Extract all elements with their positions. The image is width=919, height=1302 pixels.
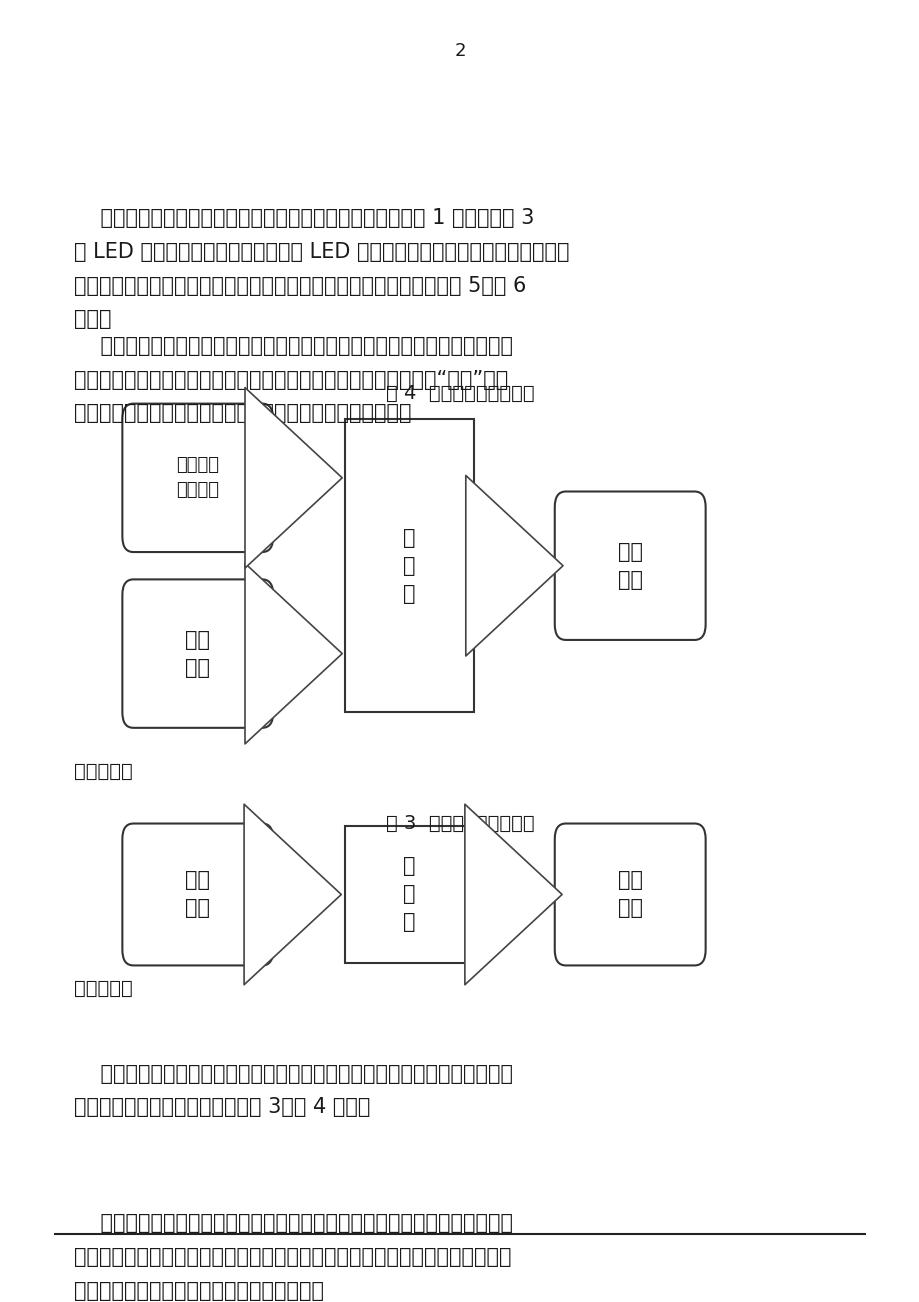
FancyBboxPatch shape — [554, 492, 705, 641]
Text: 发射部分：: 发射部分： — [74, 979, 132, 999]
Text: 控制方式
选择开关: 控制方式 选择开关 — [176, 456, 219, 500]
Bar — [345, 827, 473, 963]
Text: 接收部分：: 接收部分： — [74, 762, 132, 781]
FancyBboxPatch shape — [122, 823, 273, 966]
Text: 方案二：红外线发射和接收控制电路均采用单片机来实现，输出控制方式可
选择，实用性强。电路方案图如图 3、图 4 所示。: 方案二：红外线发射和接收控制电路均采用单片机来实现，输出控制方式可 选择，实用性… — [74, 1064, 512, 1117]
Text: 红外
发射: 红外 发射 — [617, 871, 642, 918]
Text: 单
片
机: 单 片 机 — [403, 527, 415, 604]
Text: 方案三：用单片机制作一个红外电器遥控器，可以分别控制 1 个蜂鸣器和 3
个 LED 的电源开关，并且可以对一路 LED 灯进行亮度的调光控制。每一路电源开
关: 方案三：用单片机制作一个红外电器遥控器，可以分别控制 1 个蜂鸣器和 3 个 L… — [74, 208, 569, 329]
FancyBboxPatch shape — [122, 579, 273, 728]
Bar — [345, 419, 473, 712]
Text: 遥控
按键: 遥控 按键 — [185, 871, 210, 918]
Text: 红外
接收: 红外 接收 — [185, 630, 210, 677]
Text: 图 3  方案二发射部分框图: 图 3 方案二发射部分框图 — [385, 814, 534, 833]
Text: 受控
电器: 受控 电器 — [617, 542, 642, 590]
Text: 2: 2 — [454, 42, 465, 60]
Text: 当按下遥控按鈕时，单片机产生相应的控制脉冲，由红外发光二极管发射出
去。当红外接收器接收到控制脉冲后，由控制方式选择开关选择是“互锁”还是
单路控制，再由单片机: 当按下遥控按鈕时，单片机产生相应的控制脉冲，由红外发光二极管发射出 去。当红外接… — [74, 336, 512, 423]
FancyBboxPatch shape — [554, 823, 705, 966]
Text: 考虑到本方案电路是简单的单通道遥控器，可直接产生一个控制功能的振荡
频率，再通过红外发光二极管发射出去。当红外接收头接收到控制频率时，由一
个电路对其进行解调并: 考虑到本方案电路是简单的单通道遥控器，可直接产生一个控制功能的振荡 频率，再通过… — [74, 1213, 512, 1301]
FancyBboxPatch shape — [122, 404, 273, 552]
Text: 单
片
机: 单 片 机 — [403, 857, 415, 932]
Text: 图 4  方案二接收部分框图: 图 4 方案二接收部分框图 — [385, 384, 534, 404]
